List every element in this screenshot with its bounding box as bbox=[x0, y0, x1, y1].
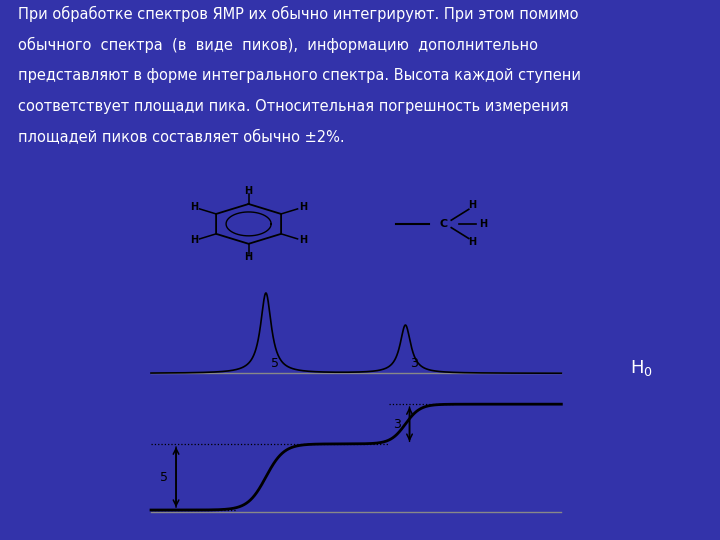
Text: обычного  спектра  (в  виде  пиков),  информацию  дополнительно: обычного спектра (в виде пиков), информа… bbox=[18, 37, 538, 53]
Text: H: H bbox=[468, 238, 476, 247]
Text: 5: 5 bbox=[271, 357, 279, 370]
Text: H: H bbox=[299, 235, 307, 246]
Text: представляют в форме интегрального спектра. Высота каждой ступени: представляют в форме интегрального спект… bbox=[18, 68, 581, 83]
Text: H: H bbox=[190, 202, 199, 212]
Text: H: H bbox=[468, 200, 476, 210]
Text: H$_0$: H$_0$ bbox=[630, 358, 653, 378]
Text: площадей пиков составляет обычно ±2%.: площадей пиков составляет обычно ±2%. bbox=[18, 130, 344, 145]
Text: H: H bbox=[479, 219, 487, 229]
Text: H: H bbox=[245, 252, 253, 262]
Text: 3: 3 bbox=[393, 417, 401, 431]
Text: 5: 5 bbox=[160, 470, 168, 484]
Text: 3: 3 bbox=[410, 357, 418, 370]
Text: При обработке спектров ЯМР их обычно интегрируют. При этом помимо: При обработке спектров ЯМР их обычно инт… bbox=[18, 6, 578, 22]
Text: H: H bbox=[245, 186, 253, 195]
Text: C: C bbox=[440, 219, 448, 229]
Text: H: H bbox=[190, 235, 199, 246]
Text: H: H bbox=[299, 202, 307, 212]
Text: соответствует площади пика. Относительная погрешность измерения: соответствует площади пика. Относительна… bbox=[18, 99, 569, 114]
